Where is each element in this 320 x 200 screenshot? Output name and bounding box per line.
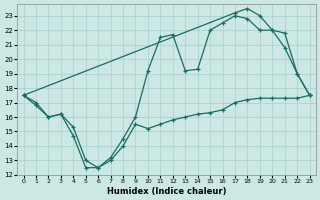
X-axis label: Humidex (Indice chaleur): Humidex (Indice chaleur) bbox=[107, 187, 226, 196]
